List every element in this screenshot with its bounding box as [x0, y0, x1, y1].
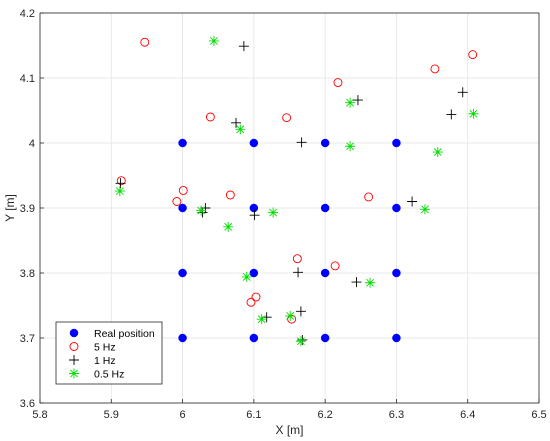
plot-frame	[39, 12, 540, 404]
data-point	[320, 268, 330, 278]
data-point	[364, 192, 374, 202]
series-2-markers	[115, 41, 468, 345]
data-point	[205, 112, 215, 122]
data-point	[419, 204, 430, 215]
x-tick-label: 6.1	[246, 409, 261, 421]
data-point	[392, 268, 401, 278]
y-tick-label: 3.8	[20, 268, 35, 280]
data-point	[200, 203, 211, 213]
y-tick-label: 3.7	[20, 333, 35, 345]
legend-label-5hz: 5 Hz	[94, 342, 116, 354]
data-point	[178, 138, 187, 148]
data-point	[468, 108, 479, 119]
data-point	[114, 186, 125, 197]
data-point	[295, 306, 306, 317]
y-tick-label: 4.1	[20, 73, 35, 85]
data-point	[178, 333, 187, 343]
data-point	[468, 50, 478, 60]
data-point	[392, 203, 401, 213]
legend-key-marker	[69, 342, 79, 351]
legend-label-real-position: Real position	[94, 328, 155, 340]
data-point	[196, 205, 207, 216]
data-point	[249, 203, 259, 213]
data-point	[256, 314, 267, 325]
data-point	[115, 178, 126, 189]
y-tick-label: 3.6	[20, 398, 35, 410]
data-point	[292, 254, 302, 264]
data-point	[178, 185, 188, 195]
data-point	[208, 35, 219, 46]
legend-label-1hz: 1 Hz	[94, 355, 116, 367]
data-point	[235, 124, 246, 135]
data-point	[430, 64, 440, 74]
data-point	[457, 87, 468, 98]
data-point	[285, 310, 296, 321]
data-point	[223, 221, 234, 232]
axis-ticks: 5.8 5.9 6 6.1 6.2 6.3 6.4 6.5 3.6 3.7 3.8 3.9 4 4.1 4.…	[20, 8, 547, 421]
data-point	[282, 113, 292, 123]
legend: Real position 5 Hz 1 Hz 0.5 Hz	[55, 321, 163, 385]
data-point	[178, 203, 187, 213]
data-point	[345, 97, 356, 108]
y-tick-label: 4.2	[20, 8, 35, 20]
x-tick-label: 6.4	[460, 409, 475, 421]
data-point	[225, 190, 235, 200]
legend-keys	[69, 328, 79, 379]
data-point	[365, 277, 376, 288]
data-point	[296, 137, 307, 148]
series-1-markers	[116, 37, 478, 324]
data-point	[392, 333, 401, 343]
data-point	[320, 203, 330, 213]
data-point	[446, 109, 457, 120]
legend-key-marker	[69, 355, 79, 365]
data-point	[249, 210, 260, 221]
legend-label-0-5hz: 0.5 Hz	[94, 369, 124, 381]
data-point	[352, 95, 363, 106]
y-axis-label: Y [m]	[3, 194, 17, 222]
data-point	[140, 37, 150, 47]
data-point	[249, 333, 259, 343]
data-point	[432, 147, 443, 158]
data-point	[249, 138, 259, 148]
data-point	[407, 196, 418, 207]
data-point	[238, 41, 249, 52]
data-point	[293, 267, 304, 278]
data-point	[320, 333, 330, 343]
data-point	[333, 78, 343, 88]
data-point	[116, 176, 126, 186]
data-markers	[114, 35, 479, 347]
y-tick-label: 4	[29, 138, 35, 150]
x-tick-label: 5.8	[32, 409, 47, 421]
data-point	[172, 197, 182, 206]
data-point	[392, 138, 401, 148]
data-point	[251, 292, 261, 302]
data-point	[231, 117, 242, 128]
x-tick-label: 6.5	[531, 409, 546, 421]
data-point	[351, 277, 362, 288]
data-point	[241, 271, 252, 282]
series-0-markers	[178, 138, 401, 343]
data-point	[178, 268, 187, 278]
data-point	[295, 336, 306, 347]
legend-key-marker	[69, 368, 79, 379]
x-tick-label: 6.3	[389, 409, 404, 421]
data-point	[246, 297, 256, 307]
y-tick-label: 3.9	[20, 203, 35, 215]
x-tick-label: 5.9	[104, 409, 119, 421]
series-3-markers	[114, 35, 479, 347]
data-point	[330, 261, 340, 271]
data-point	[320, 138, 330, 148]
x-tick-label: 6.2	[317, 409, 332, 421]
legend-key-marker	[69, 328, 79, 338]
data-point	[345, 141, 356, 152]
data-point	[287, 314, 297, 324]
x-tick-label: 6	[180, 409, 186, 421]
data-point	[249, 268, 259, 278]
x-axis-label: X [m]	[275, 423, 303, 437]
data-point	[268, 207, 279, 218]
